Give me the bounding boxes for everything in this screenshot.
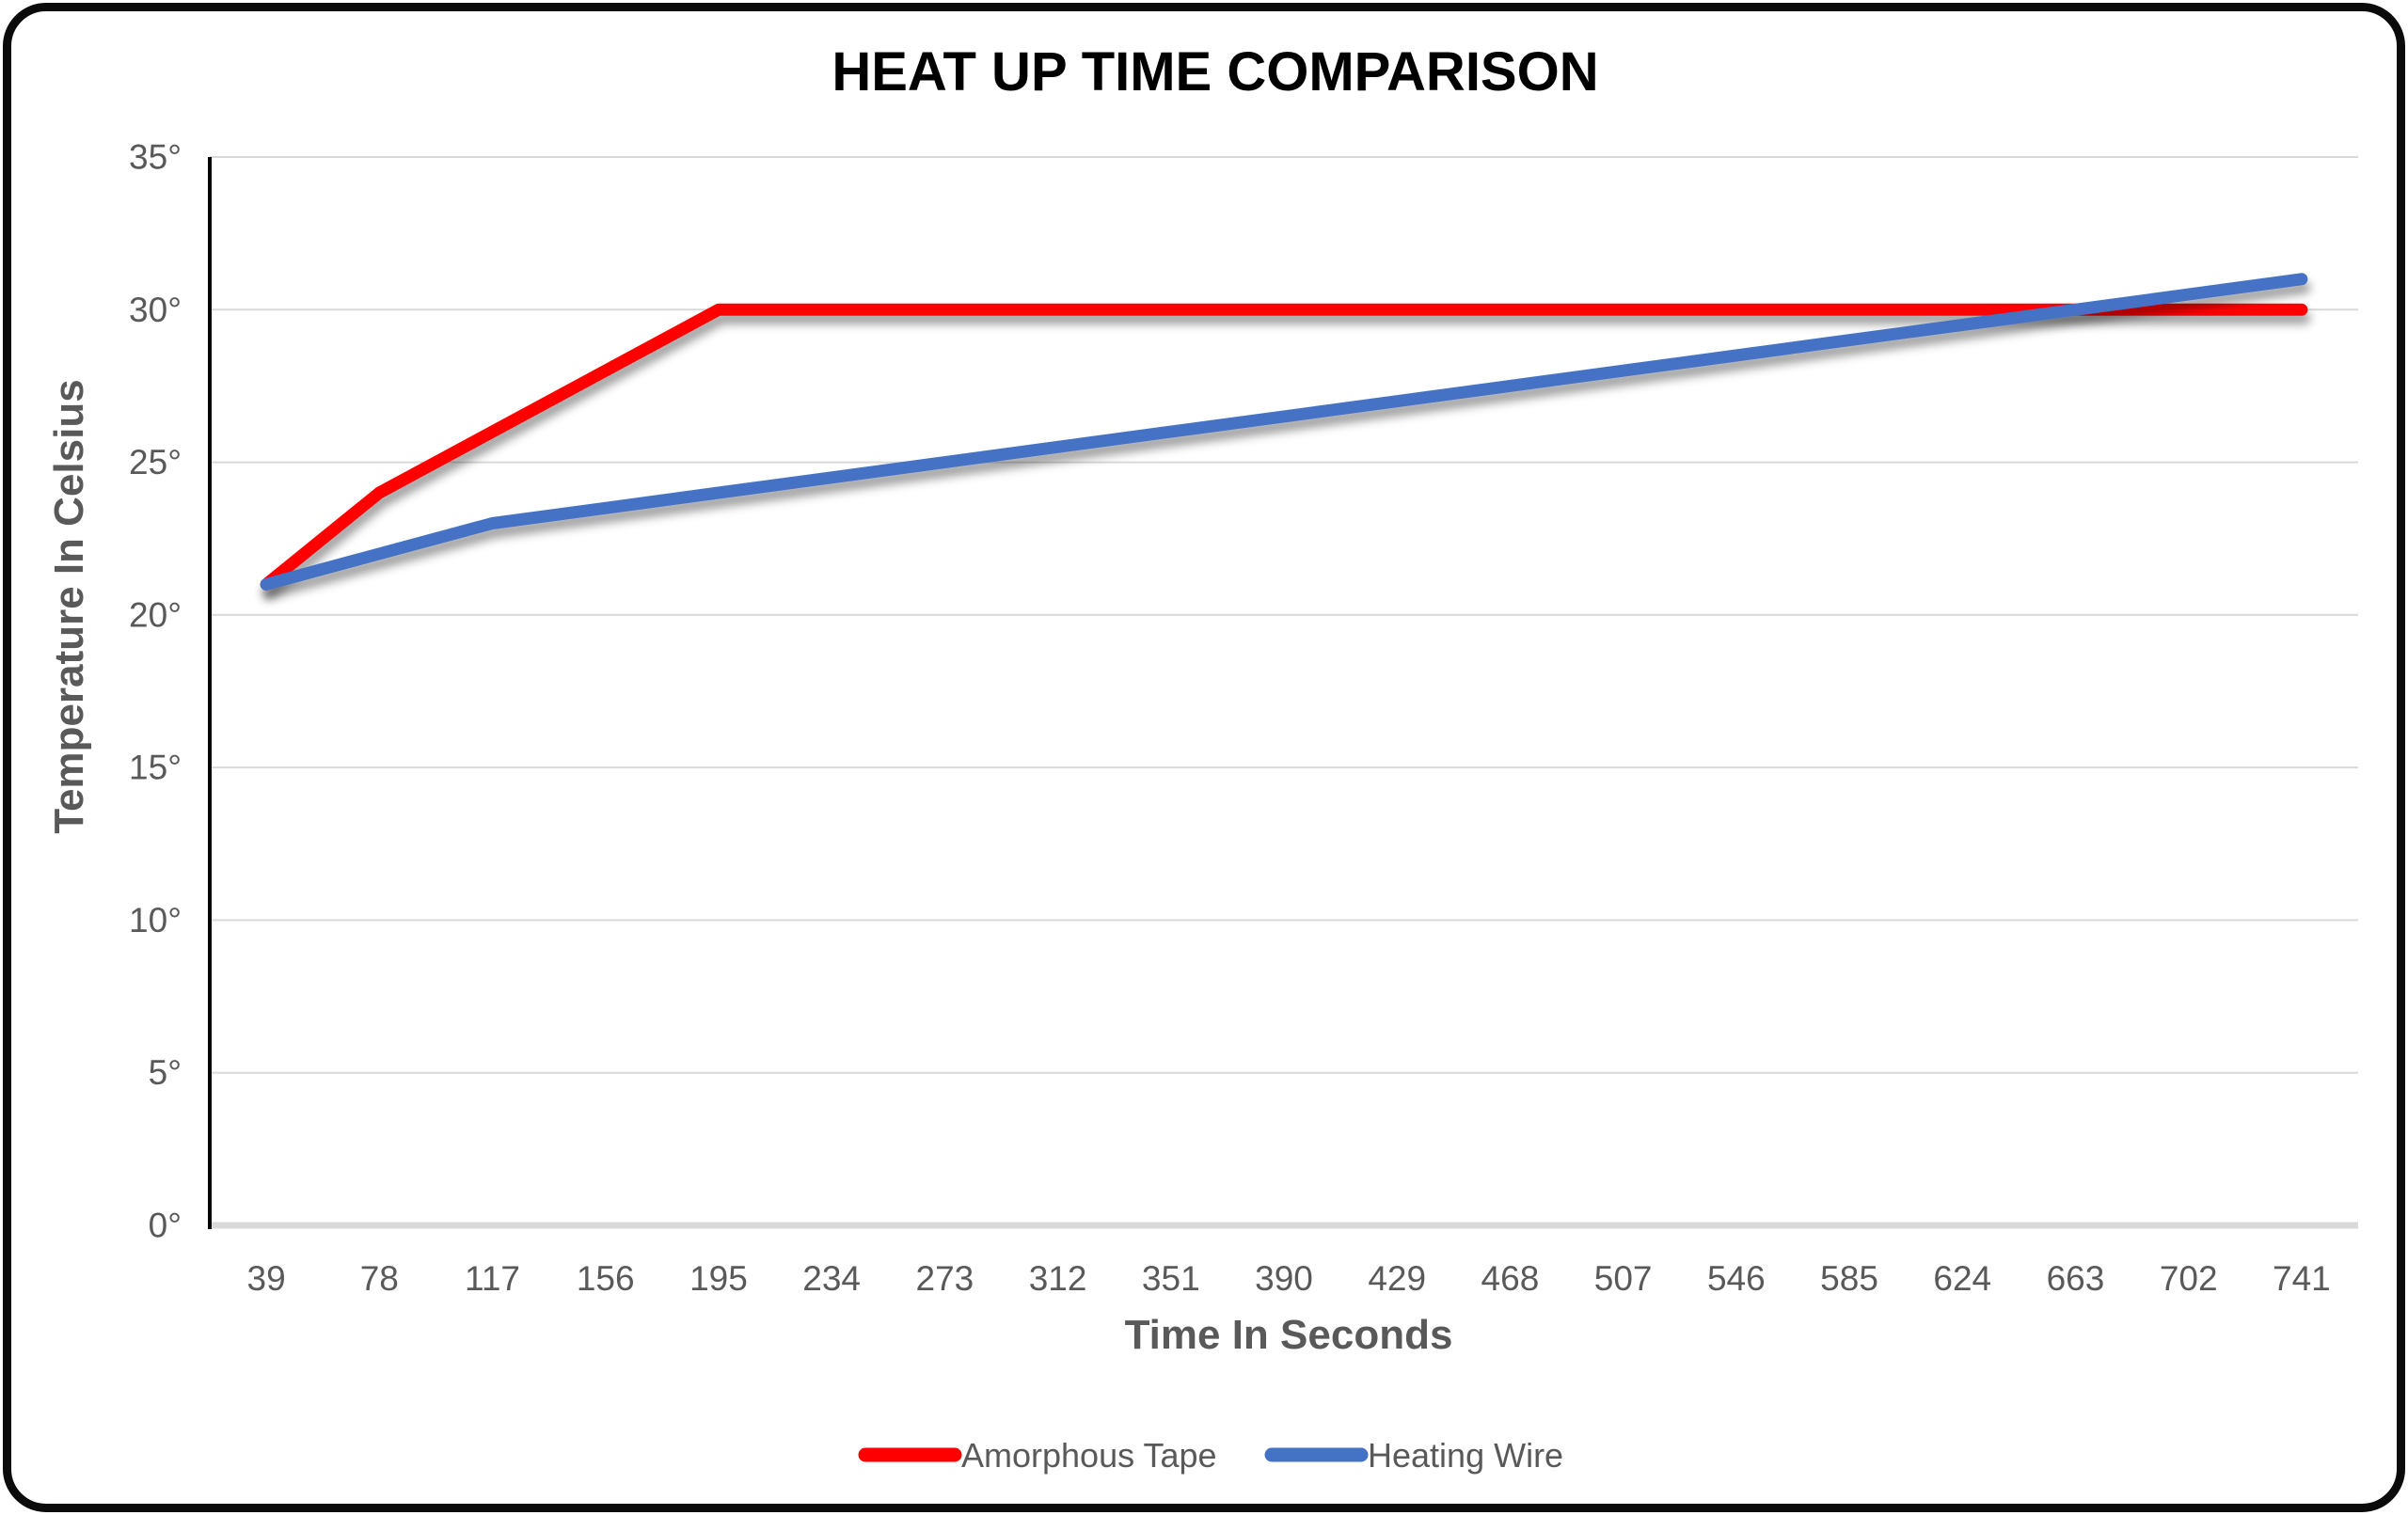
x-tick-label: 702 xyxy=(2160,1259,2218,1298)
x-tick-label: 156 xyxy=(577,1259,635,1298)
x-tick-label: 117 xyxy=(465,1259,520,1298)
x-tick-labels: 39 78 117 156 195 234 273 312 351 390 429 468 507 546… xyxy=(247,1259,2331,1298)
legend: Amorphous Tape Heating Wire xyxy=(858,1436,1563,1475)
y-tick-label: 15° xyxy=(129,749,182,787)
x-tick-label: 429 xyxy=(1368,1259,1426,1298)
x-tick-label: 273 xyxy=(916,1259,974,1298)
series-line-heating-wire xyxy=(260,273,2308,591)
x-tick-label: 195 xyxy=(689,1259,748,1298)
y-tick-label: 10° xyxy=(129,901,182,939)
x-axis-title: Time In Seconds xyxy=(1125,1312,1453,1358)
legend-label-amorphous-tape: Amorphous Tape xyxy=(961,1436,1217,1475)
y-axis-title: Temperature In Celsius xyxy=(46,379,92,833)
x-tick-label: 39 xyxy=(247,1259,286,1298)
x-tick-label: 351 xyxy=(1142,1259,1200,1298)
x-tick-label: 390 xyxy=(1255,1259,1313,1298)
legend-label-heating-wire: Heating Wire xyxy=(1368,1436,1563,1475)
y-tick-label: 30° xyxy=(129,291,182,329)
x-tick-label: 312 xyxy=(1029,1259,1087,1298)
y-tick-label: 5° xyxy=(149,1053,182,1092)
y-tick-label: 20° xyxy=(129,595,182,634)
x-tick-label: 741 xyxy=(2273,1259,2331,1298)
x-tick-label: 234 xyxy=(802,1259,861,1298)
y-tick-label: 0° xyxy=(149,1207,182,1245)
x-tick-label: 663 xyxy=(2047,1259,2105,1298)
x-tick-label: 78 xyxy=(360,1259,399,1298)
x-tick-label: 546 xyxy=(1707,1259,1766,1298)
x-tick-label: 468 xyxy=(1481,1259,1540,1298)
y-tick-label: 35° xyxy=(129,138,182,177)
chart-border-frame xyxy=(3,3,2405,1512)
x-tick-label: 585 xyxy=(1820,1259,1878,1298)
y-tick-label: 25° xyxy=(129,443,182,481)
x-tick-label: 624 xyxy=(1933,1259,1991,1298)
x-tick-label: 507 xyxy=(1594,1259,1653,1298)
series-lines xyxy=(260,273,2308,591)
series-line-amorphous-tape xyxy=(260,303,2308,591)
chart-title: HEAT UP TIME COMPARISON xyxy=(832,41,1598,103)
y-tick-labels: 0° 5° 10° 15° 20° 25° 30° 35° xyxy=(129,138,182,1245)
